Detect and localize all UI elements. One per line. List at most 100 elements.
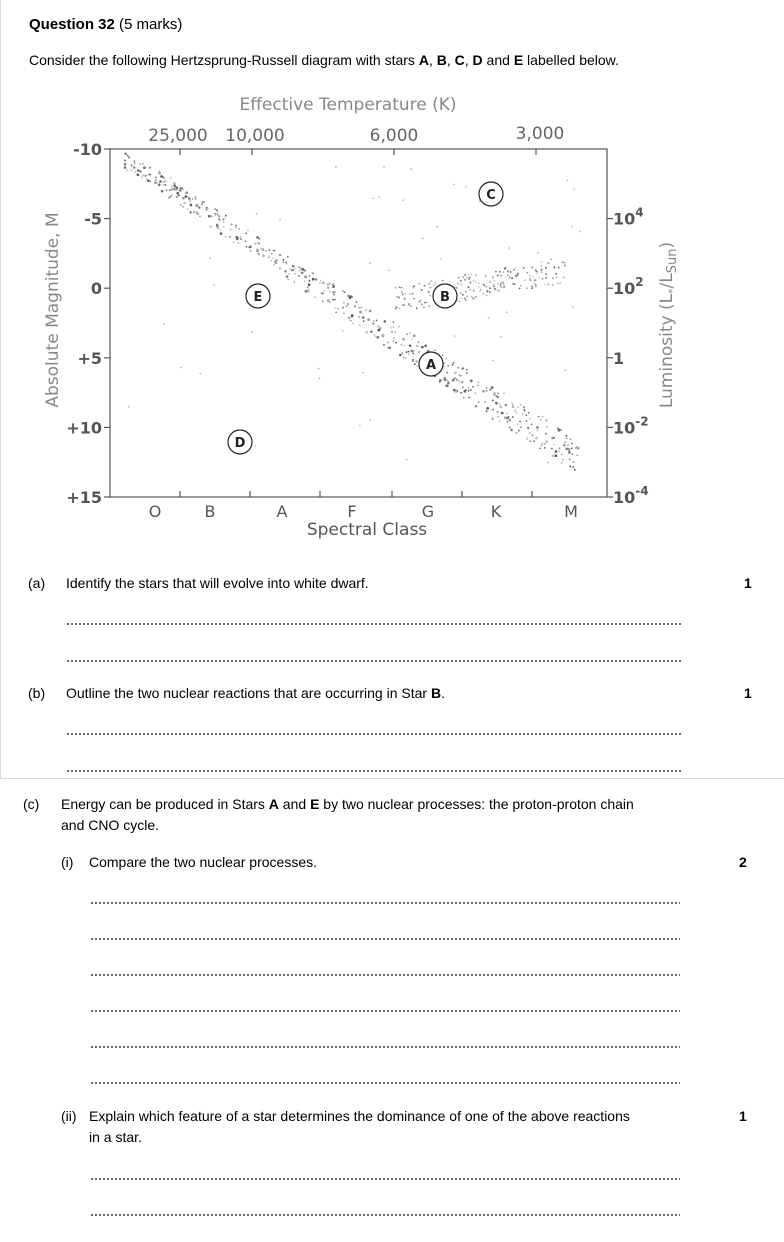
- star-point: [235, 226, 238, 229]
- answer-line[interactable]: [90, 1214, 680, 1216]
- star-point: [319, 282, 321, 284]
- answer-line[interactable]: [90, 1082, 680, 1084]
- question-title: Question 32: [29, 16, 115, 33]
- star-point: [496, 289, 499, 291]
- answer-line[interactable]: [66, 733, 682, 735]
- answer-line[interactable]: [90, 1046, 680, 1048]
- star-point: [530, 423, 533, 426]
- star-point: [317, 367, 320, 370]
- star-point: [534, 269, 537, 271]
- star-point: [417, 341, 420, 344]
- star-point: [374, 335, 377, 338]
- star-point: [492, 283, 495, 286]
- star-point: [553, 443, 555, 446]
- answer-line[interactable]: [66, 623, 682, 625]
- star-point: [162, 184, 164, 186]
- star-point: [232, 241, 235, 244]
- star-point: [406, 333, 408, 336]
- star-point: [545, 432, 547, 435]
- star-point: [401, 352, 404, 355]
- plot-frame: [109, 148, 608, 498]
- star-point: [440, 258, 443, 260]
- star-point: [365, 309, 367, 312]
- top-tick-label: 6,000: [370, 126, 419, 146]
- x-axis-title: Spectral Class: [307, 520, 427, 540]
- star-point: [127, 406, 130, 408]
- star-point: [558, 450, 560, 452]
- star-point: [525, 420, 528, 422]
- star-point: [170, 188, 174, 191]
- star-point: [467, 286, 470, 288]
- star-point: [564, 264, 566, 267]
- star-point: [498, 274, 500, 277]
- star-marker-label: C: [486, 188, 496, 203]
- star-point: [469, 276, 471, 279]
- star-point: [314, 278, 318, 281]
- answer-line[interactable]: [90, 1010, 680, 1012]
- answer-line[interactable]: [66, 660, 682, 662]
- star-point: [337, 307, 339, 310]
- star-point: [182, 196, 185, 200]
- star-point: [147, 173, 150, 176]
- star-point: [273, 249, 276, 252]
- star-point: [462, 367, 464, 370]
- star-point: [163, 323, 165, 325]
- answer-line[interactable]: [90, 974, 680, 976]
- star-point: [279, 267, 281, 270]
- star-point: [248, 246, 251, 249]
- star-point: [469, 389, 472, 391]
- star-point: [394, 286, 397, 289]
- star-point: [189, 203, 193, 207]
- star-point: [331, 284, 334, 287]
- star-point: [517, 406, 519, 409]
- star-point: [264, 250, 267, 252]
- star-point: [500, 282, 502, 284]
- star-point: [245, 245, 248, 248]
- star-point: [545, 419, 548, 422]
- part-c-text: and: [278, 796, 311, 812]
- star-point: [137, 169, 140, 172]
- star-point: [171, 194, 173, 197]
- star-point: [515, 431, 518, 434]
- star-point: [557, 427, 559, 430]
- star-point: [169, 177, 172, 179]
- star-point: [142, 163, 144, 165]
- answer-line[interactable]: [90, 902, 680, 904]
- star-point: [488, 280, 491, 283]
- star-point: [537, 415, 540, 418]
- star-point: [386, 341, 389, 344]
- star-point: [261, 248, 265, 251]
- answer-line[interactable]: [90, 1178, 680, 1180]
- answer-line[interactable]: [90, 938, 680, 940]
- intro-label-d: D: [472, 52, 483, 68]
- star-point: [451, 379, 455, 382]
- star-point: [201, 203, 203, 206]
- star-point: [244, 240, 247, 243]
- star-point: [262, 254, 265, 257]
- star-point: [130, 164, 133, 167]
- star-point: [400, 343, 403, 346]
- star-point: [326, 283, 329, 286]
- star-point: [502, 281, 504, 284]
- star-point: [520, 284, 522, 287]
- star-point: [304, 276, 307, 278]
- star-point: [464, 299, 467, 302]
- star-point: [539, 447, 541, 450]
- star-point: [362, 371, 364, 374]
- star-point: [506, 274, 509, 277]
- star-point: [571, 442, 573, 445]
- star-point: [359, 424, 361, 427]
- star-point: [355, 301, 358, 303]
- star-point: [462, 396, 465, 399]
- star-point: [424, 301, 426, 304]
- star-point: [198, 206, 201, 209]
- star-point: [545, 266, 547, 269]
- star-point: [526, 271, 529, 274]
- star-point: [434, 282, 437, 284]
- star-point: [566, 179, 569, 182]
- star-point: [237, 237, 239, 240]
- star-point: [400, 286, 403, 289]
- star-point: [468, 278, 470, 281]
- answer-line[interactable]: [66, 770, 682, 772]
- star-point: [478, 200, 481, 202]
